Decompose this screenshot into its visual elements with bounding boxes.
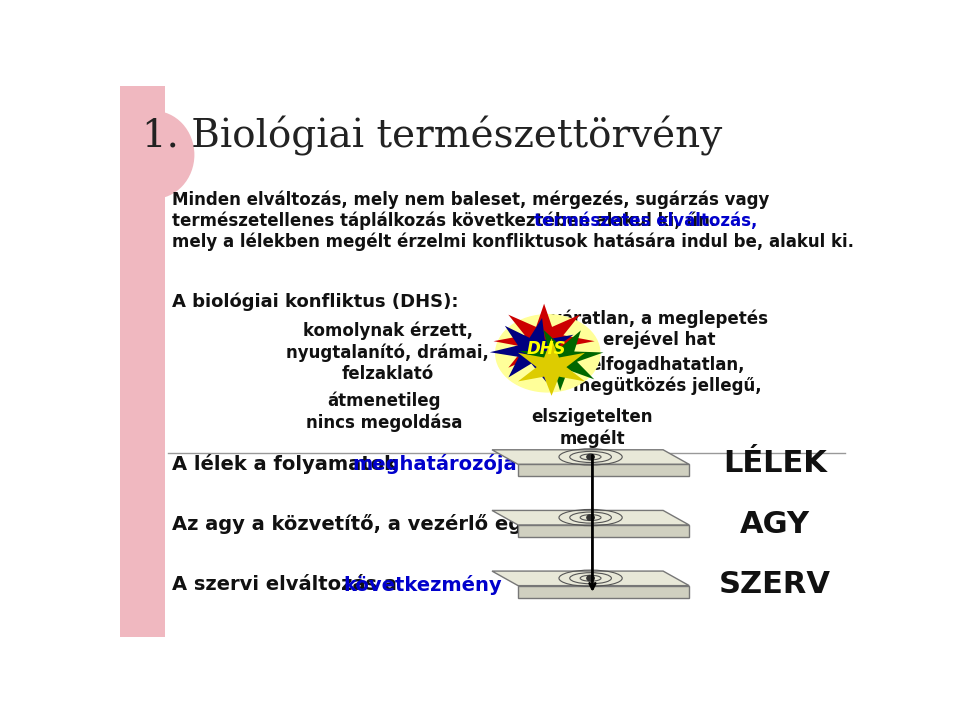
Text: 1. Biológiai természettörvény: 1. Biológiai természettörvény	[142, 116, 723, 156]
Text: A biológiai konfliktus (DHS):: A biológiai konfliktus (DHS):	[172, 293, 459, 311]
Text: váratlan, a meglepetés
erejével hat: váratlan, a meglepetés erejével hat	[551, 309, 768, 349]
Text: meghatározója: meghatározója	[352, 453, 516, 473]
Polygon shape	[519, 329, 604, 391]
Text: elfogadhatatlan,
megütközés jellegű,: elfogadhatatlan, megütközés jellegű,	[572, 356, 761, 395]
Polygon shape	[492, 450, 689, 465]
Text: A lélek a folyamatok: A lélek a folyamatok	[172, 453, 404, 473]
Polygon shape	[518, 586, 689, 598]
Text: természetes elváltozás,: természetes elváltozás,	[535, 212, 757, 230]
Circle shape	[587, 515, 594, 521]
Ellipse shape	[112, 111, 194, 199]
Text: A szervi elváltozás a: A szervi elváltozás a	[172, 576, 404, 594]
Text: mely a lélekben megélt érzelmi konfliktusok hatására indul be, alakul ki.: mely a lélekben megélt érzelmi konfliktu…	[172, 233, 854, 251]
Circle shape	[587, 576, 594, 581]
Polygon shape	[518, 525, 689, 537]
Polygon shape	[492, 511, 689, 525]
Polygon shape	[518, 465, 689, 476]
Polygon shape	[492, 571, 689, 586]
Text: természetellenes táplálkozás következtében alakul ki, ún.: természetellenes táplálkozás következtéb…	[172, 212, 722, 230]
Text: SZERV: SZERV	[719, 571, 830, 599]
Text: Az agy a közvetítő, a vezérlő egység: Az agy a közvetítő, a vezérlő egység	[172, 514, 574, 534]
Text: AGY: AGY	[740, 510, 809, 538]
Polygon shape	[490, 318, 576, 382]
Circle shape	[495, 315, 600, 392]
Polygon shape	[518, 339, 585, 396]
Text: átmenetileg
nincs megoldása: átmenetileg nincs megoldása	[306, 392, 463, 432]
FancyBboxPatch shape	[120, 86, 165, 637]
Text: következmény: következmény	[344, 575, 502, 595]
Text: Minden elváltozás, mely nem baleset, mérgezés, sugárzás vagy: Minden elváltozás, mely nem baleset, mér…	[172, 190, 770, 209]
Text: DHS: DHS	[526, 340, 566, 358]
Circle shape	[587, 454, 594, 460]
Text: LÉLEK: LÉLEK	[723, 449, 827, 478]
Polygon shape	[493, 304, 594, 379]
Text: komolynak érzett,
nyugtalanító, drámai,
felzaklató: komolynak érzett, nyugtalanító, drámai, …	[286, 322, 490, 382]
Text: elszigetelten
megélt: elszigetelten megélt	[532, 408, 653, 448]
